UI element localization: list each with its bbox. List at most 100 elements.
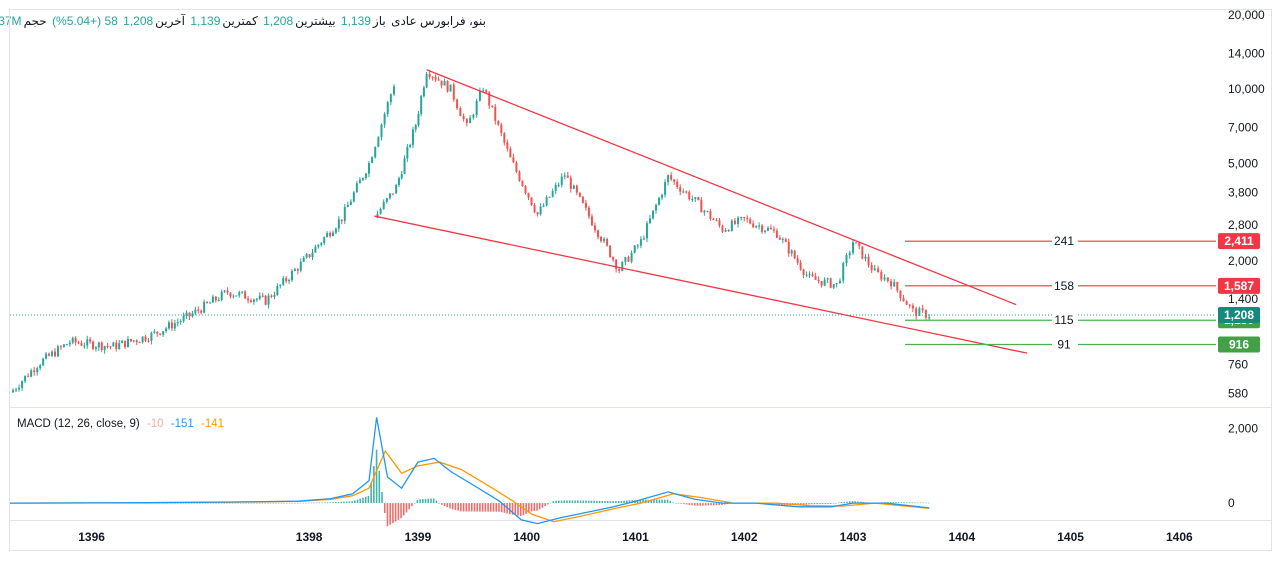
time-tick-label: 1404 [948,530,975,544]
price-tick-label: 1,400 [1228,292,1258,306]
candle-body [593,225,596,231]
macd-histogram-bar [294,502,296,504]
candle-body [749,219,752,224]
macd-legend[interactable]: MACD (12, 26, close, 9) -10 -151 -141 [17,418,228,430]
candle-body [185,312,188,316]
price-tick-label: 7,000 [1228,120,1258,134]
candle-body [452,84,455,100]
candle-body [727,230,730,232]
macd-histogram-bar [712,503,715,506]
candle-body [530,197,533,206]
price-tick-label: 10,000 [1228,82,1265,96]
macd-histogram-bar [435,500,438,504]
candle-body [606,238,609,246]
candle-body [380,124,383,138]
macd-histogram-bar [228,502,231,504]
candle-body [730,220,733,232]
macd-histogram-bar [424,498,427,504]
candle-body [746,217,749,220]
candle-body [802,269,805,275]
candle-body [302,257,305,262]
target-label-bg [1052,313,1078,328]
target-label-bg [1052,278,1078,293]
candle-body [655,204,658,211]
macd-histogram-bar [152,503,155,504]
macd-histogram-bar [348,501,351,504]
candle-body [902,298,905,302]
macd-histogram-bar [563,500,566,504]
candle-body [845,255,848,264]
macd-histogram-bar [492,503,495,512]
macd-histogram-bar [169,503,171,504]
candle-body [406,146,409,159]
candle-body [560,176,563,185]
candle-body [173,323,176,329]
candle-body [627,257,630,262]
target-level-label: 241 [1054,234,1074,248]
macd-histogram-bar [593,500,595,504]
macd-histogram-bar [925,502,927,504]
price-tick-label: 5,000 [1228,156,1258,170]
trendlines [374,69,1028,354]
candle-body [796,258,799,263]
macd-histogram-bar [650,499,653,504]
current-price-badge [1218,306,1260,323]
candle-body [928,317,931,319]
macd-histogram-bar [166,503,168,504]
candle-body [575,185,578,193]
trendline[interactable] [426,69,1017,306]
macd-histogram-bar [683,503,685,505]
price-axis[interactable]: 20,000 14,000 10,000 7,000 5,000 3,800 2,800 2,… [1228,8,1265,510]
candle-body [512,157,515,163]
macd-histogram-bar [329,502,332,504]
macd-histogram-bar [808,503,810,505]
macd-histogram-bar [280,502,283,504]
candle-body [440,80,443,86]
macd-histogram-bar [267,502,269,504]
time-axis[interactable]: 1396 1398 1399 1400 1401 1402 1403 1404 1405 1406 [78,530,1193,544]
macd-histogram-bar [468,503,470,512]
candle-body [414,125,417,130]
macd-histogram-bar [552,501,555,504]
macd-line[interactable] [9,417,930,525]
macd-histogram-bar [389,503,391,525]
macd-histogram-bar [829,503,832,504]
candle-body [581,196,584,203]
candle-body [515,162,518,172]
candle-body [65,344,68,346]
candle-body [755,225,758,228]
candle-body [367,162,370,174]
candle-body [551,190,554,197]
candle-body [377,137,380,147]
candle-body [392,193,395,195]
candle-body [267,295,270,305]
low-label: کمترین [222,14,258,28]
candle-body [179,320,182,323]
candle-body [249,300,252,302]
macd-histogram-bar [362,497,364,504]
macd-histogram-bar [555,500,557,504]
candle-body [848,252,851,256]
price-tick-label: 2,800 [1228,218,1258,232]
symbol-name[interactable]: بنو، فرابورس عادی [391,14,486,28]
candle-body [500,124,503,134]
macd-histogram-bar [334,502,337,504]
close-value: 1,208 [123,14,154,28]
price-tick-label: 760 [1228,357,1248,371]
macd-histogram-bar [264,502,266,504]
candle-body [288,280,291,282]
trendline[interactable] [374,215,1028,354]
macd-histogram-bar [150,503,152,504]
candle-body [688,192,691,200]
candle-body [775,230,778,238]
candle-body [820,281,823,286]
candle-body [781,239,784,241]
macd-histogram-bar [460,503,462,512]
macd-histogram-bar [772,503,775,505]
macd-histogram-bar [283,502,285,504]
candle-body [276,285,279,295]
macd-histogram-bar [286,502,288,504]
macd-histogram-bar [479,503,481,512]
candle-body [386,102,389,115]
